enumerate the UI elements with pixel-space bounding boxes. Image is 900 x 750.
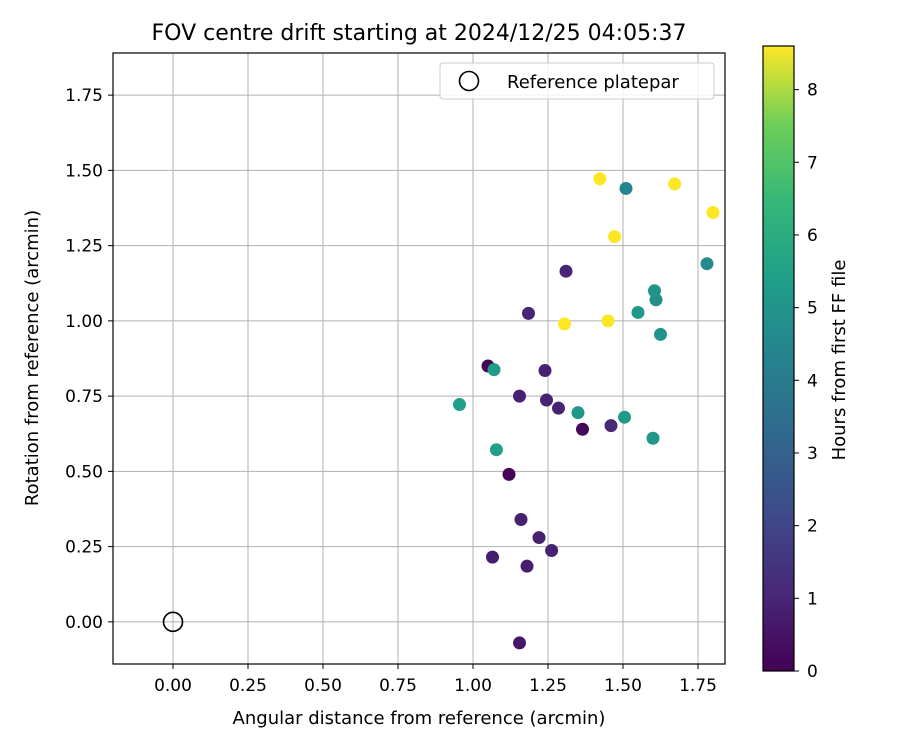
y-tick-marks: 0.00 0.25 0.50 0.75 1.00 1.25 1.50 1.75: [65, 86, 113, 633]
data-point: [502, 467, 516, 481]
data-points: [453, 172, 720, 650]
colorbar-gradient: [762, 45, 795, 672]
data-point: [545, 544, 559, 558]
legend-box: [439, 62, 715, 100]
data-point: [520, 559, 534, 573]
chart-title: FOV centre drift starting at 2024/12/25 …: [152, 21, 687, 46]
data-point: [489, 443, 503, 457]
data-point: [700, 257, 714, 271]
data-point: [552, 401, 565, 415]
x-tick-label: 0.50: [304, 676, 342, 696]
y-tick-label: 1.00: [65, 312, 103, 332]
data-point: [514, 513, 528, 527]
y-tick-label: 1.25: [65, 237, 103, 257]
colorbar-label: Hours from first FF file: [829, 260, 850, 461]
y-tick-label: 1.50: [65, 161, 103, 181]
data-point: [604, 419, 618, 433]
y-tick-label: 0.00: [65, 613, 103, 633]
legend-label: Reference platepar: [507, 72, 679, 93]
colorbar-tick-label: 4: [807, 371, 818, 391]
x-tick-label: 1.50: [604, 676, 642, 696]
x-tick-label: 0.00: [154, 676, 192, 696]
colorbar-tick-label: 8: [807, 81, 818, 101]
data-point: [608, 230, 622, 244]
data-point: [654, 327, 667, 341]
data-point: [631, 305, 645, 319]
colorbar-tick-label: 6: [807, 226, 818, 246]
data-point: [559, 264, 573, 278]
x-tick-label: 1.75: [679, 676, 717, 696]
plot-frame: [112, 52, 726, 665]
data-point: [522, 306, 535, 320]
colorbar-tick-label: 1: [807, 589, 818, 609]
colorbar-tick-label: 7: [807, 153, 818, 173]
y-tick-label: 0.50: [65, 462, 103, 482]
x-axis-label: Angular distance from reference (arcmin): [233, 708, 606, 729]
y-axis-label: Rotation from reference (arcmin): [22, 210, 43, 506]
data-point: [513, 636, 526, 650]
colorbar-tick-label: 3: [807, 444, 818, 464]
data-point: [558, 317, 571, 331]
data-point: [453, 398, 466, 412]
colorbar: 0 1 2 3 4 5 6 7 8 Hours from first FF file: [762, 45, 850, 682]
data-point: [648, 284, 661, 298]
data-point: [487, 363, 501, 377]
data-point: [576, 422, 589, 436]
x-tick-label: 0.75: [379, 676, 417, 696]
reference-platepar-marker: [162, 611, 184, 633]
x-tick-label: 1.25: [529, 676, 567, 696]
data-point: [601, 314, 615, 328]
data-point: [486, 550, 499, 564]
y-tick-label: 0.25: [65, 538, 103, 558]
grid-lines: [113, 53, 725, 664]
legend-marker: [458, 70, 480, 92]
x-tick-label: 0.25: [229, 676, 267, 696]
data-point: [619, 181, 633, 195]
data-point: [618, 410, 631, 424]
y-tick-label: 0.75: [65, 387, 103, 407]
data-point: [706, 206, 720, 220]
colorbar-ticks: 0 1 2 3 4 5 6 7 8: [794, 81, 818, 682]
data-point: [668, 177, 682, 191]
colorbar-tick-label: 5: [807, 299, 818, 319]
data-point: [593, 172, 607, 186]
data-point: [540, 393, 553, 407]
colorbar-tick-label: 0: [807, 662, 818, 682]
legend: Reference platepar: [439, 62, 715, 100]
data-point: [532, 531, 546, 545]
data-point: [513, 389, 526, 403]
data-point: [646, 431, 660, 445]
x-tick-marks: 0.00 0.25 0.50 0.75 1.00 1.25 1.50 1.75: [154, 664, 717, 696]
x-tick-label: 1.00: [454, 676, 492, 696]
data-point: [538, 364, 552, 378]
colorbar-tick-label: 2: [807, 517, 818, 537]
y-tick-label: 1.75: [65, 86, 103, 106]
data-point: [571, 406, 585, 420]
